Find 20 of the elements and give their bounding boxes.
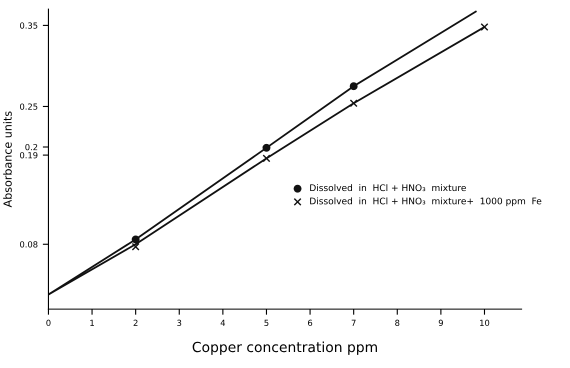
x-tick-label: 1 <box>90 320 94 326</box>
x-tick-label: 9 <box>438 320 443 326</box>
x-tick-label: 2 <box>134 320 138 326</box>
x-tick-label: 10 <box>480 320 490 326</box>
x-tick-label: 8 <box>395 320 400 326</box>
y-tick-label: 0.25 <box>20 103 38 110</box>
y-tick-label: 0.2 <box>25 144 38 150</box>
y-tick-label: 0.19 <box>20 152 38 158</box>
x-tick-label: 7 <box>352 320 356 326</box>
legend-label: Dissolved in HCl + HNO₃ mixture <box>310 184 466 192</box>
x-tick-label: 6 <box>308 320 312 326</box>
x-tick-label: 3 <box>177 320 182 326</box>
x-axis-title: Copper concentration ppm <box>192 341 377 355</box>
x-tick-label: 4 <box>220 320 226 326</box>
x-tick-label: 5 <box>264 320 268 326</box>
y-tick-label: 0.08 <box>20 241 38 248</box>
y-tick-label: 0.35 <box>20 22 38 29</box>
legend-label: Dissolved in HCl + HNO₃ mixture+ 1000 ppm Fe <box>310 197 542 206</box>
x-tick-label: 0 <box>46 320 51 326</box>
y-axis-title: Absorbance units <box>3 111 12 208</box>
